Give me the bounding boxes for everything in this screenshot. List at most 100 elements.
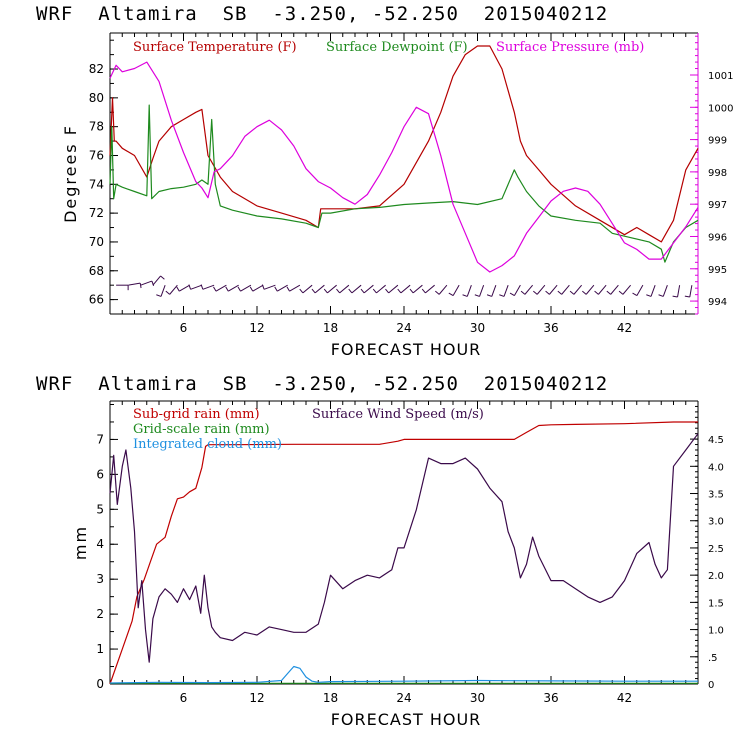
wind-barb-shaft [561, 284, 570, 295]
y-tick-label: 66 [89, 293, 104, 307]
y2-tick-label: 1.5 [708, 598, 724, 609]
wind-barb-flag [249, 286, 254, 292]
wind-barb-shaft [190, 284, 203, 290]
wind-barb-shaft [314, 284, 325, 294]
x-tick-label: 24 [396, 321, 411, 335]
wind-barb-shaft [689, 285, 693, 298]
wind-barb-shaft [140, 280, 153, 286]
y-tick-label: 72 [89, 206, 104, 220]
wind-barb-flag [618, 290, 624, 295]
x-tick-label: 42 [617, 321, 632, 335]
wind-barb-shaft [452, 284, 460, 296]
y2-tick-label: 3.0 [708, 517, 724, 528]
wind-barb-flag [520, 290, 526, 295]
series-line-integrated-cloud-mm [109, 665, 698, 684]
wind-barb-shaft [598, 284, 607, 295]
y-tick-label: 3 [96, 572, 104, 586]
wind-barb-shaft [650, 285, 656, 297]
y2-tick-label: 4.5 [708, 435, 724, 446]
y-tick-label: 80 [89, 91, 104, 105]
wind-barb-shaft [503, 285, 509, 297]
legend-entry: Surface Pressure (mb) [496, 40, 644, 55]
y-tick-label: 78 [89, 120, 104, 134]
wind-barb-flag [462, 294, 468, 297]
x-tick-label: 24 [396, 691, 411, 705]
wind-barb-flag [545, 290, 550, 295]
wind-barb-flag [274, 286, 278, 292]
y2-tick-label: 2.0 [708, 571, 724, 582]
y-tick-label: 68 [89, 264, 104, 278]
y2-tick-label: 994 [708, 297, 727, 308]
wind-barb-flag [311, 288, 316, 294]
wind-barb-shaft [376, 284, 386, 294]
wind-barb-flag [606, 290, 611, 295]
wind-barb-flag [435, 290, 440, 295]
wind-barb-flag [533, 290, 538, 295]
wind-barb-shaft [513, 284, 521, 296]
series-line-surface-pressure-mb [109, 61, 699, 273]
y-tick-label: 70 [89, 235, 104, 249]
wind-barb-flag [474, 294, 480, 297]
wind-barb-flag [360, 288, 365, 294]
y2-tick-label: 3.5 [708, 490, 724, 501]
wind-barb-flag [499, 294, 505, 297]
y2-tick-label: 1000 [708, 103, 733, 114]
y2-tick-label: .5 [708, 653, 718, 664]
wind-barb-flag [200, 284, 204, 290]
y2-tick-label: 997 [708, 200, 727, 211]
y-tick-label: 0 [96, 677, 104, 691]
wind-barb-shaft [215, 284, 227, 292]
wind-barb-shaft [169, 284, 178, 295]
y-tick-label: 1 [96, 642, 104, 656]
wind-barb-shaft [263, 284, 276, 290]
wind-barb-flag [658, 294, 664, 297]
legend-entry: Surface Temperature (F) [133, 40, 297, 55]
wind-barb-flag [557, 290, 562, 295]
wind-barb-flag [299, 288, 304, 294]
legend-entry: Grid-scale rain (mm) [133, 422, 270, 437]
wind-barb-flag [509, 292, 515, 297]
y2-tick-label: 1.0 [708, 626, 724, 637]
y2-tick-label: 995 [708, 265, 727, 276]
y2-tick-label: 2.5 [708, 544, 724, 555]
wind-barb-flag [632, 292, 638, 297]
y-tick-label: 2 [96, 607, 104, 621]
wind-barb-flag [336, 288, 341, 294]
wind-barb-flag [237, 286, 241, 292]
wind-barb-shaft [128, 282, 141, 286]
wind-barb-shaft [252, 284, 264, 292]
y-tick-label: 82 [89, 62, 104, 76]
wind-barb-flag [569, 290, 575, 295]
wind-barb-shaft [610, 284, 619, 295]
wind-barb-flag [409, 288, 414, 294]
wind-barb-shaft [636, 284, 644, 296]
y2-tick-label: 998 [708, 168, 727, 179]
x-axis-title: FORECAST HOUR [331, 340, 482, 359]
wind-barb-shaft [479, 285, 485, 297]
y2-tick-label: 4.0 [708, 462, 724, 473]
wind-barb-shaft [412, 284, 423, 294]
wind-barb-shaft [524, 284, 534, 295]
wind-barb-flag [160, 275, 165, 280]
x-tick-label: 36 [543, 691, 558, 705]
x-axis-title: FORECAST HOUR [331, 710, 482, 729]
y2-tick-label: 996 [708, 232, 727, 243]
x-tick-label: 12 [249, 321, 264, 335]
wind-barb-shaft [466, 285, 472, 297]
series-line-surface-dewpoint-f [109, 104, 699, 263]
x-tick-label: 6 [180, 691, 188, 705]
x-tick-label: 18 [323, 321, 338, 335]
series-line-sub-grid-rain-mm [109, 421, 698, 685]
x-tick-label: 12 [249, 691, 264, 705]
wind-barb-shaft [400, 284, 411, 294]
wind-barb-shaft [363, 284, 374, 294]
y2-tick-label: 1001 [708, 71, 733, 82]
y2-tick-label: 999 [708, 136, 727, 147]
wind-barb-shaft [536, 284, 546, 295]
wind-barb-shaft [573, 284, 583, 295]
y-tick-label: 7 [96, 432, 104, 446]
wind-barb-shaft [491, 285, 497, 297]
wind-barb-flag [261, 284, 265, 290]
wind-barb-flag [385, 288, 390, 294]
